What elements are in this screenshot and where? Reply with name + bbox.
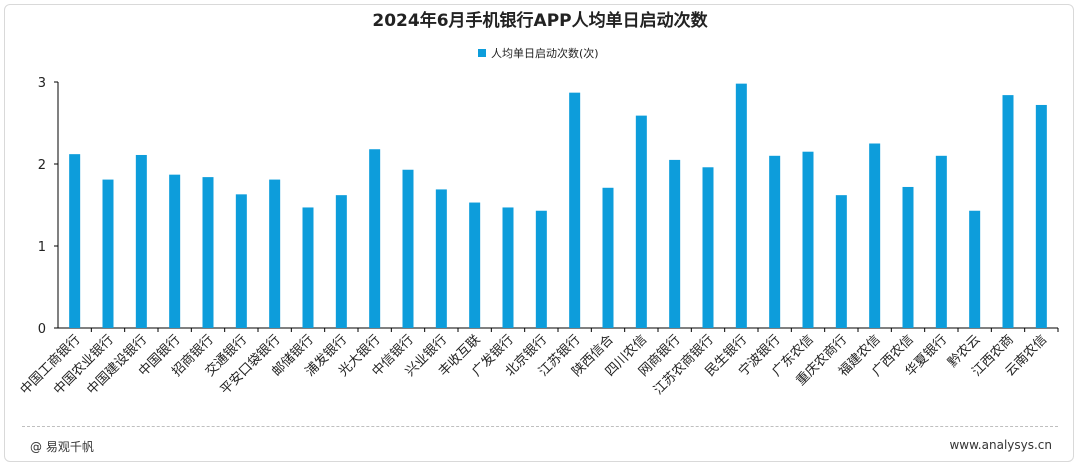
bar [935, 155, 947, 328]
bar [702, 167, 714, 328]
bar [469, 202, 481, 328]
bar [769, 155, 781, 328]
bar [502, 207, 514, 328]
y-tick-label: 3 [38, 76, 46, 91]
bar [135, 154, 147, 328]
legend-swatch [478, 49, 486, 57]
y-tick-label: 2 [38, 158, 46, 173]
chart-title: 2024年6月手机银行APP人均单日启动次数 [372, 10, 708, 31]
bar [902, 186, 914, 328]
bar [102, 179, 114, 328]
bar [235, 194, 247, 328]
bar [869, 143, 881, 328]
bar [635, 115, 647, 329]
bar [335, 195, 347, 328]
bar [69, 154, 81, 328]
chart-frame [4, 4, 1074, 462]
bar [169, 174, 181, 328]
bar [435, 189, 447, 328]
bar [735, 83, 747, 328]
bar [1002, 95, 1014, 329]
bar [369, 149, 381, 328]
footer-site: www.analysys.cn [949, 438, 1052, 452]
footer-source: @ 易观千帆 [30, 440, 94, 454]
bar [302, 207, 314, 328]
bar [602, 187, 614, 328]
bar [269, 179, 281, 328]
legend-label: 人均单日启动次数(次) [491, 46, 599, 60]
y-tick-label: 0 [38, 322, 46, 337]
bar [569, 92, 581, 328]
footer-divider [22, 426, 1058, 427]
bar [535, 210, 547, 328]
y-tick-label: 1 [38, 240, 46, 255]
bar [669, 159, 681, 328]
bar [202, 177, 214, 328]
bar [802, 151, 814, 328]
bar [969, 210, 981, 328]
bar [402, 169, 414, 328]
bar [835, 195, 847, 328]
bar [1035, 104, 1047, 329]
